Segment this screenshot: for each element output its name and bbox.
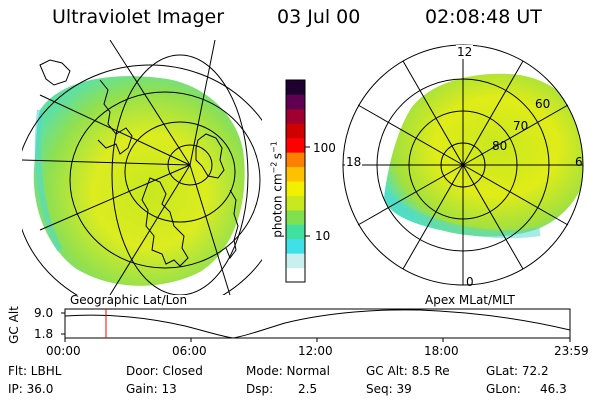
left-aurora-region xyxy=(33,76,245,286)
coastline-north-america xyxy=(97,79,133,155)
colorbar-segment xyxy=(286,166,305,182)
colorbar-segment xyxy=(286,181,305,196)
info-dsp-label: Dsp: xyxy=(246,382,274,396)
colorbar-unit-label: photon cm−2 s−1 xyxy=(269,141,285,238)
info-dsp-value: 2.5 xyxy=(298,382,318,396)
info-flt: Flt: LBHL xyxy=(8,364,62,378)
altitude-xtick-2359: 23:59 xyxy=(554,344,589,358)
altitude-ytick-max: 9.0 xyxy=(34,306,54,320)
lat-label-80: 80 xyxy=(492,139,508,153)
colorbar-segment xyxy=(286,152,305,168)
colorbar xyxy=(285,79,306,283)
colorbar-segment xyxy=(286,123,305,139)
coastline-canada xyxy=(141,177,189,267)
geographic-map xyxy=(22,40,262,295)
colorbar-segment xyxy=(286,253,305,269)
altitude-ylabel: GC Alt xyxy=(7,306,21,344)
coastline-greenland xyxy=(195,133,225,179)
right-panel-caption: Apex MLat/MLT xyxy=(425,293,515,307)
info-ip: IP: 36.0 xyxy=(8,382,54,396)
lat-label-60: 60 xyxy=(535,97,551,111)
left-aurora-edge xyxy=(34,109,63,252)
colorbar-segment xyxy=(286,94,305,110)
app-title: Ultraviolet Imager xyxy=(52,6,225,28)
right-aurora-region xyxy=(384,73,583,237)
info-gc-alt: GC Alt: 8.5 Re xyxy=(366,364,450,378)
info-glon-label: GLon: xyxy=(486,382,521,396)
colorbar-segment xyxy=(286,80,305,95)
info-mode: Mode: Normal xyxy=(246,364,330,378)
colorbar-tick-100: 100 xyxy=(313,141,336,155)
polar-plot xyxy=(342,44,584,286)
date-label: 03 Jul 00 xyxy=(277,6,361,28)
earth-limb xyxy=(111,54,249,295)
coastline-alaska xyxy=(39,59,71,86)
info-door: Door: Closed xyxy=(126,364,203,378)
mlt-label-6: 6 xyxy=(575,155,583,169)
altitude-xtick-0600: 06:00 xyxy=(172,344,207,358)
colorbar-segment xyxy=(286,195,305,211)
colorbar-segment xyxy=(286,224,305,240)
lat-label-70: 70 xyxy=(513,119,529,133)
altitude-curve xyxy=(64,309,571,339)
altitude-ytick-min: 1.8 xyxy=(34,327,54,341)
colorbar-frame xyxy=(285,79,306,283)
altitude-xtick-1200: 12:00 xyxy=(298,344,333,358)
colorbar-segment xyxy=(286,267,305,283)
colorbar-segment xyxy=(286,238,305,254)
info-seq: Seq: 39 xyxy=(366,382,412,396)
mlt-label-12: 12 xyxy=(456,45,474,59)
colorbar-tick-10: 10 xyxy=(315,229,331,243)
info-glat: GLat: 72.2 xyxy=(486,364,549,378)
mlt-label-18: 18 xyxy=(345,155,363,169)
colorbar-segment xyxy=(286,209,305,225)
colorbar-segment xyxy=(286,137,305,153)
mlt-label-0: 0 xyxy=(466,275,474,289)
altitude-plot xyxy=(61,308,571,342)
info-glon-value: 46.3 xyxy=(540,382,567,396)
time-label: 02:08:48 UT xyxy=(425,6,542,28)
right-aurora-edge xyxy=(382,191,541,239)
altitude-xtick-0000: 00:00 xyxy=(46,344,81,358)
left-panel-caption: Geographic Lat/Lon xyxy=(70,293,188,307)
altitude-xtick-1800: 18:00 xyxy=(424,344,459,358)
coastline-east xyxy=(225,189,239,260)
colorbar-segment xyxy=(286,108,305,124)
info-gain: Gain: 13 xyxy=(126,382,177,396)
